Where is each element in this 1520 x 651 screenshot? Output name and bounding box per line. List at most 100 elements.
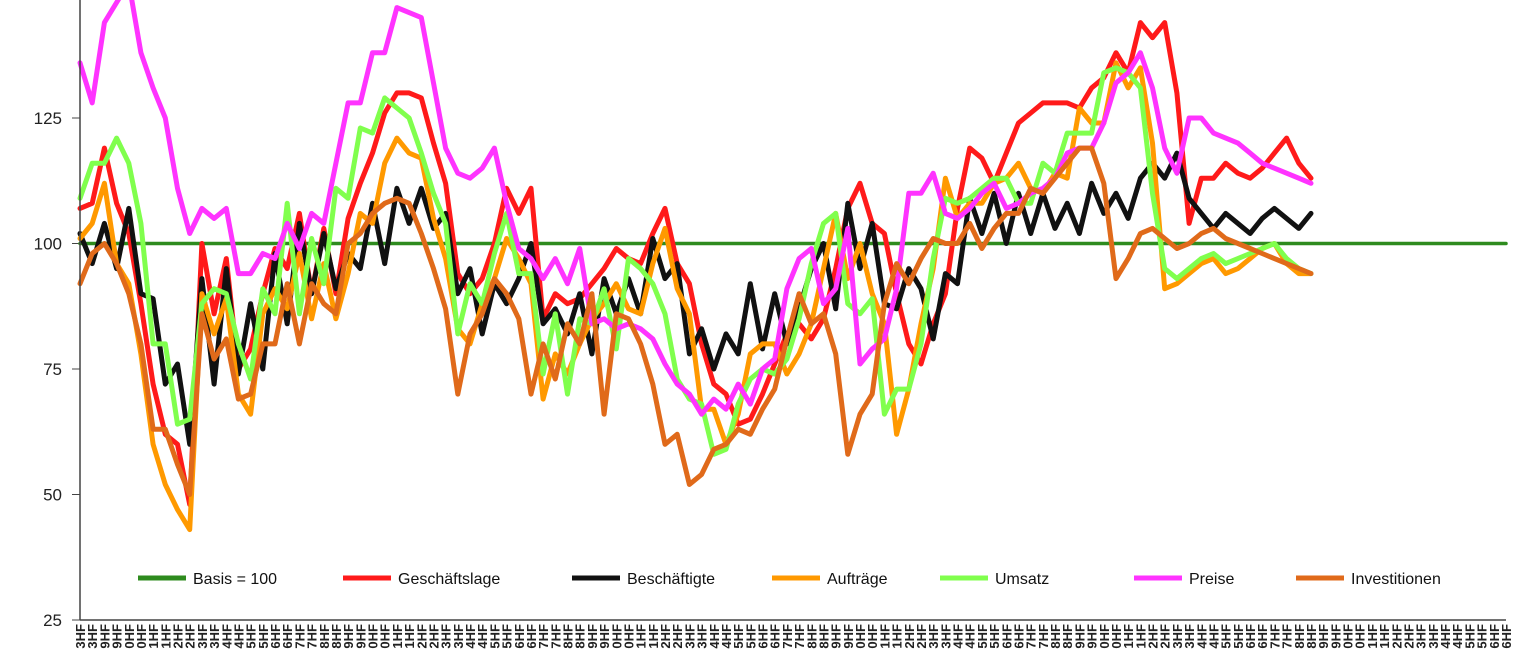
legend-label: Umsatz bbox=[995, 571, 1049, 588]
series-lines bbox=[77, 0, 1508, 533]
legend-label: Geschäftslage bbox=[398, 571, 500, 588]
x-tick-label: 5HF bbox=[731, 624, 746, 649]
x-tick-label: 3HF bbox=[73, 624, 88, 649]
x-tick-label: 6HF bbox=[1487, 624, 1502, 649]
x-tick-label: 7HF bbox=[536, 624, 551, 649]
x-tick-label: 4HF bbox=[1206, 624, 1221, 649]
x-tick-label: 7HF bbox=[792, 624, 807, 649]
x-tick-label: 6HF bbox=[1011, 624, 1026, 649]
y-tick-label: 50 bbox=[43, 486, 62, 505]
x-tick-label: 6HF bbox=[999, 624, 1014, 649]
x-tick-label: 5HF bbox=[743, 624, 758, 649]
x-tick-label: 3HF bbox=[926, 624, 941, 649]
x-tick-label: 5HF bbox=[244, 624, 259, 649]
x-tick-label: 2HF bbox=[902, 624, 917, 649]
legend-label: Aufträge bbox=[827, 571, 888, 588]
x-tick-label: 5HF bbox=[256, 624, 271, 649]
x-tick-label: 6HF bbox=[268, 624, 283, 649]
x-tick-label: 1HF bbox=[646, 624, 661, 649]
x-tick-label: 4HF bbox=[707, 624, 722, 649]
x-tick-label: 0HF bbox=[122, 624, 137, 649]
x-tick-label: 2HF bbox=[414, 624, 429, 649]
x-tick-label: 9HF bbox=[585, 624, 600, 649]
x-tick-label: 0HF bbox=[853, 624, 868, 649]
x-tick-label: 3HF bbox=[1182, 624, 1197, 649]
x-tick-label: 4HF bbox=[219, 624, 234, 649]
x-tick-label: 8HF bbox=[573, 624, 588, 649]
x-tick-label: 9HF bbox=[110, 624, 125, 649]
x-tick-label: 1HF bbox=[877, 624, 892, 649]
x-tick-label: 2HF bbox=[183, 624, 198, 649]
x-tick-label: 7HF bbox=[292, 624, 307, 649]
x-tick-label: 9HF bbox=[597, 624, 612, 649]
x-tick-label: 2HF bbox=[426, 624, 441, 649]
x-tick-label: 3HF bbox=[207, 624, 222, 649]
x-tick-label: 8HF bbox=[804, 624, 819, 649]
x-tick-label: 1HF bbox=[890, 624, 905, 649]
x-tick-label: 7HF bbox=[305, 624, 320, 649]
x-tick-label: 9HF bbox=[97, 624, 112, 649]
x-tick-label: 8HF bbox=[1292, 624, 1307, 649]
x-tick-label: 4HF bbox=[951, 624, 966, 649]
x-tick-label: 1HF bbox=[1133, 624, 1148, 649]
x-tick-label: 3HF bbox=[1426, 624, 1441, 649]
x-tick-label: 7HF bbox=[1024, 624, 1039, 649]
x-tick-label: 6HF bbox=[1499, 624, 1514, 649]
legend-label: Basis = 100 bbox=[193, 571, 277, 588]
x-tick-label: 1HF bbox=[402, 624, 417, 649]
legend-label: Investitionen bbox=[1351, 571, 1441, 588]
x-tick-label: 9HF bbox=[841, 624, 856, 649]
x-tick-label: 3HF bbox=[85, 624, 100, 649]
legend-label: Preise bbox=[1189, 571, 1234, 588]
x-tick-label: 8HF bbox=[816, 624, 831, 649]
y-axis-ticks: 25 50 75 100 125 bbox=[34, 109, 80, 630]
x-tick-label: 1HF bbox=[390, 624, 405, 649]
x-tick-label: 6HF bbox=[1243, 624, 1258, 649]
x-tick-label: 4HF bbox=[1438, 624, 1453, 649]
x-tick-label: 4HF bbox=[963, 624, 978, 649]
x-tick-label: 3HF bbox=[1414, 624, 1429, 649]
x-tick-label: 0HF bbox=[378, 624, 393, 649]
x-tick-label: 8HF bbox=[1060, 624, 1075, 649]
x-tick-label: 0HF bbox=[1097, 624, 1112, 649]
series-line bbox=[77, 145, 1314, 497]
x-tick-label: 7HF bbox=[548, 624, 563, 649]
x-tick-label: 2HF bbox=[914, 624, 929, 649]
x-tick-label: 2HF bbox=[171, 624, 186, 649]
x-tick-label: 6HF bbox=[768, 624, 783, 649]
x-tick-label: 6HF bbox=[524, 624, 539, 649]
x-axis-ticks: 3HF3HF9HF9HF0HF0HF1HF1HF2HF2HF3HF3HF4HF4… bbox=[73, 624, 1514, 649]
x-tick-label: 2HF bbox=[1401, 624, 1416, 649]
y-tick-label: 75 bbox=[43, 360, 62, 379]
x-tick-label: 3HF bbox=[1170, 624, 1185, 649]
x-tick-label: 0HF bbox=[865, 624, 880, 649]
x-tick-label: 3HF bbox=[451, 624, 466, 649]
x-tick-label: 0HF bbox=[621, 624, 636, 649]
x-tick-label: 6HF bbox=[756, 624, 771, 649]
x-tick-label: 4HF bbox=[1450, 624, 1465, 649]
x-tick-label: 1HF bbox=[1377, 624, 1392, 649]
x-tick-label: 1HF bbox=[634, 624, 649, 649]
x-tick-label: 4HF bbox=[231, 624, 246, 649]
x-tick-label: 6HF bbox=[512, 624, 527, 649]
x-tick-label: 8HF bbox=[1304, 624, 1319, 649]
x-tick-label: 0HF bbox=[1341, 624, 1356, 649]
x-tick-label: 0HF bbox=[134, 624, 149, 649]
x-tick-label: 6HF bbox=[1255, 624, 1270, 649]
x-tick-label: 3HF bbox=[938, 624, 953, 649]
x-tick-label: 1HF bbox=[146, 624, 161, 649]
series-line bbox=[77, 0, 1314, 417]
x-tick-label: 2HF bbox=[1389, 624, 1404, 649]
x-tick-label: 4HF bbox=[463, 624, 478, 649]
x-tick-label: 2HF bbox=[670, 624, 685, 649]
x-tick-label: 1HF bbox=[1121, 624, 1136, 649]
x-tick-label: 9HF bbox=[1316, 624, 1331, 649]
y-tick-label: 125 bbox=[34, 109, 62, 128]
x-tick-label: 4HF bbox=[475, 624, 490, 649]
x-tick-label: 7HF bbox=[1280, 624, 1295, 649]
x-tick-label: 9HF bbox=[1085, 624, 1100, 649]
x-tick-label: 7HF bbox=[780, 624, 795, 649]
x-tick-label: 4HF bbox=[1194, 624, 1209, 649]
x-tick-label: 2HF bbox=[1146, 624, 1161, 649]
